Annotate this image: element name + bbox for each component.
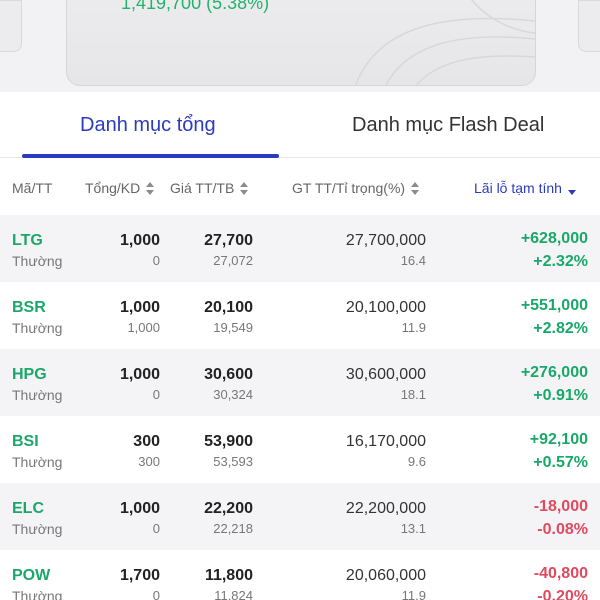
profit-loss-percent: -0.08% <box>537 521 588 538</box>
stock-type: Thường <box>12 253 63 269</box>
table-row[interactable]: LTG Thường 1,000 0 27,700 27,072 27,700,… <box>0 215 600 282</box>
profit-loss-value: +276,000 <box>520 364 588 381</box>
table-row[interactable]: BSR Thường 1,000 1,000 20,100 19,549 20,… <box>0 282 600 349</box>
average-price: 11,824 <box>214 588 253 600</box>
table-row[interactable]: HPG Thường 1,000 0 30,600 30,324 30,600,… <box>0 349 600 416</box>
tradable-quantity: 1,000 <box>127 320 160 335</box>
profit-loss-percent: +0.57% <box>533 454 588 471</box>
profit-loss-value: +628,000 <box>520 230 588 247</box>
tradable-quantity: 0 <box>152 588 160 600</box>
stock-type: Thường <box>12 521 63 537</box>
average-price: 19,549 <box>213 320 253 335</box>
average-price: 22,218 <box>213 521 253 536</box>
tradable-quantity: 0 <box>152 253 160 268</box>
total-quantity: 300 <box>133 433 160 450</box>
market-price: 22,200 <box>204 500 253 517</box>
previous-summary-card[interactable] <box>0 0 22 52</box>
profit-loss-percent: -0.20% <box>537 588 588 600</box>
average-price: 53,593 <box>213 454 253 469</box>
market-value: 30,600,000 <box>345 366 426 383</box>
table-row[interactable]: ELC Thường 1,000 0 22,200 22,218 22,200,… <box>0 483 600 550</box>
average-price: 27,072 <box>213 253 253 268</box>
column-header-code[interactable]: Mã/TT <box>12 180 52 196</box>
sort-descending-icon <box>567 182 576 195</box>
column-header-price[interactable]: Giá TT/TB <box>170 180 249 196</box>
portfolio-weight: 9.6 <box>407 454 426 469</box>
average-price: 30,324 <box>213 387 253 402</box>
portfolio-weight: 18.1 <box>400 387 426 402</box>
profit-loss-percent: +2.32% <box>533 253 588 270</box>
column-header-quantity-label: Tổng/KD <box>85 180 141 196</box>
portfolio-tabs: Danh mục tổng Danh mục Flash Deal <box>0 92 600 158</box>
sort-icon <box>411 181 420 195</box>
next-summary-card[interactable] <box>578 0 600 52</box>
portfolio-weight: 11.9 <box>401 320 426 335</box>
profit-loss-percent: +0.91% <box>533 387 588 404</box>
total-quantity: 1,000 <box>119 299 160 316</box>
portfolio-weight: 13.1 <box>400 521 426 536</box>
stock-symbol: HPG <box>12 366 47 383</box>
total-quantity: 1,000 <box>119 366 160 383</box>
stock-symbol: BSI <box>12 433 39 450</box>
total-quantity: 1,700 <box>119 567 160 584</box>
profit-loss-value: +92,100 <box>529 431 588 448</box>
stock-symbol: ELC <box>12 500 44 517</box>
column-header-code-label: Mã/TT <box>12 180 53 196</box>
card-decoration <box>355 0 535 85</box>
column-header-profit-loss-label: Lãi lỗ tạm tính <box>474 180 562 196</box>
market-value: 16,170,000 <box>345 433 426 450</box>
portfolio-weight: 11.9 <box>401 588 426 600</box>
stock-symbol: POW <box>12 567 51 584</box>
active-tab-indicator <box>22 154 279 158</box>
profit-loss-percent: +2.82% <box>533 320 588 337</box>
tradable-quantity: 0 <box>152 387 160 402</box>
tab-total-portfolio[interactable]: Danh mục tổng <box>80 114 216 136</box>
total-quantity: 1,000 <box>119 232 160 249</box>
total-quantity: 1,000 <box>119 500 160 517</box>
tradable-quantity: 300 <box>138 454 160 469</box>
portfolio-summary-card[interactable]: 1,419,700 (5.38%) <box>66 0 536 86</box>
portfolio-weight: 16.4 <box>400 253 426 268</box>
profit-loss-value: +551,000 <box>520 297 588 314</box>
stock-symbol: LTG <box>12 232 43 249</box>
column-header-value[interactable]: GT TT/Tỉ trọng(%) <box>292 180 420 196</box>
market-value: 20,060,000 <box>345 567 426 584</box>
table-row[interactable]: BSI Thường 300 300 53,900 53,593 16,170,… <box>0 416 600 483</box>
column-header-profit-loss[interactable]: Lãi lỗ tạm tính <box>474 180 576 196</box>
market-price: 30,600 <box>204 366 253 383</box>
stock-type: Thường <box>12 454 63 470</box>
column-header-quantity[interactable]: Tổng/KD <box>85 180 155 196</box>
table-row[interactable]: POW Thường 1,700 0 11,800 11,824 20,060,… <box>0 550 600 600</box>
tab-flash-deal-portfolio[interactable]: Danh mục Flash Deal <box>352 114 545 136</box>
sort-icon <box>240 181 249 195</box>
market-value: 22,200,000 <box>345 500 426 517</box>
portfolio-summary-carousel[interactable]: 1,419,700 (5.38%) <box>0 0 600 92</box>
market-value: 20,100,000 <box>345 299 426 316</box>
table-header: Mã/TT Tổng/KD Giá TT/TB GT TT/Tỉ trọng(%… <box>0 159 600 215</box>
stock-type: Thường <box>12 387 63 403</box>
sort-icon <box>146 181 155 195</box>
market-price: 20,100 <box>204 299 253 316</box>
stock-type: Thường <box>12 320 63 336</box>
column-header-price-label: Giá TT/TB <box>170 180 235 196</box>
tradable-quantity: 0 <box>152 521 160 536</box>
market-price: 27,700 <box>204 232 253 249</box>
stock-symbol: BSR <box>12 299 46 316</box>
profit-loss-value: -18,000 <box>533 498 588 515</box>
market-price: 53,900 <box>204 433 253 450</box>
summary-profit-value: 1,419,700 (5.38%) <box>121 0 270 13</box>
market-price: 11,800 <box>204 567 253 584</box>
column-header-value-label: GT TT/Tỉ trọng(%) <box>292 180 406 196</box>
stock-type: Thường <box>12 588 63 600</box>
market-value: 27,700,000 <box>345 232 426 249</box>
profit-loss-value: -40,800 <box>533 565 588 582</box>
